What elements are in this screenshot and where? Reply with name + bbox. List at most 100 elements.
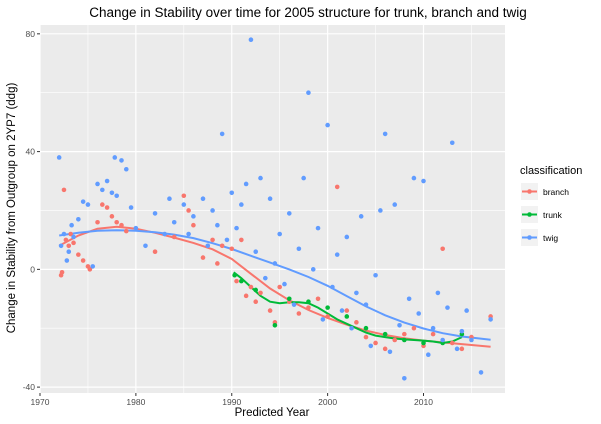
legend-point-branch [527, 189, 532, 194]
legend: classification branch trunk twig [520, 165, 582, 246]
point-branch [80, 258, 86, 263]
point-twig [171, 219, 177, 225]
x-tick-label: 2000 [318, 397, 337, 407]
x-tick-label: 1980 [126, 397, 145, 407]
point-twig [349, 325, 354, 331]
point-branch [267, 308, 273, 313]
point-twig [478, 370, 484, 375]
point-twig [258, 175, 263, 181]
chart-title: Change in Stability over time for 2005 s… [89, 5, 526, 20]
point-trunk [421, 340, 426, 346]
point-branch [100, 202, 105, 207]
point-branch [306, 305, 311, 310]
point-twig [296, 246, 302, 252]
point-twig [334, 252, 340, 257]
point-twig [488, 317, 493, 322]
point-twig [435, 290, 441, 296]
point-twig [272, 261, 278, 266]
point-twig [133, 225, 139, 231]
point-twig [459, 328, 465, 334]
point-twig [162, 231, 167, 237]
point-twig [229, 190, 235, 196]
point-branch [258, 290, 263, 296]
y-tick-label: 40 [26, 147, 36, 157]
point-twig [306, 90, 311, 96]
point-branch [119, 222, 124, 228]
point-branch [382, 346, 388, 352]
point-twig [90, 264, 96, 269]
point-twig [167, 196, 172, 201]
point-twig [95, 181, 100, 187]
point-branch [219, 243, 225, 249]
point-twig [200, 196, 206, 201]
point-branch [59, 269, 65, 275]
point-twig [205, 243, 211, 249]
point-twig [454, 346, 460, 352]
point-branch [181, 193, 187, 199]
trend-line-twig [59, 229, 491, 341]
point-branch [373, 340, 378, 346]
point-twig [282, 281, 287, 287]
legend-point-trunk [527, 212, 532, 217]
point-branch [296, 311, 302, 316]
point-twig [387, 349, 393, 355]
point-twig [425, 352, 431, 358]
point-branch [229, 246, 235, 252]
point-twig [61, 231, 67, 237]
y-tick-label: -40 [23, 382, 36, 392]
point-branch [63, 237, 69, 243]
point-branch [392, 337, 398, 343]
point-twig [301, 175, 306, 181]
point-twig [440, 337, 445, 343]
y-tick-label: 0 [30, 264, 35, 274]
point-trunk [272, 322, 278, 328]
trend-line-trunk [233, 271, 463, 345]
point-twig [248, 37, 254, 43]
legend-label-trunk: trunk [543, 210, 563, 220]
point-branch [71, 240, 76, 246]
point-branch [171, 234, 177, 240]
point-branch [215, 261, 220, 266]
point-twig [128, 205, 134, 210]
point-twig [112, 155, 118, 160]
point-twig [469, 337, 474, 343]
point-twig [378, 208, 383, 213]
point-twig [368, 343, 374, 349]
point-trunk [306, 299, 311, 305]
point-twig [416, 311, 422, 316]
point-branch [104, 205, 110, 210]
point-twig [421, 178, 426, 184]
point-branch [354, 320, 359, 325]
point-twig [210, 208, 215, 213]
point-twig [64, 258, 70, 263]
x-tick-label: 1990 [222, 397, 241, 407]
x-axis-title: Predicted Year [235, 407, 310, 419]
point-twig [325, 122, 330, 128]
point-branch [344, 308, 350, 313]
point-twig [430, 325, 436, 331]
point-branch [76, 252, 81, 257]
point-branch [411, 325, 417, 331]
point-trunk [325, 305, 330, 310]
point-trunk [239, 278, 244, 284]
point-twig [363, 302, 369, 307]
grid-lines [39, 25, 505, 393]
point-twig [392, 202, 398, 207]
point-twig [397, 322, 402, 328]
point-branch [61, 187, 67, 193]
legend-title: classification [520, 165, 582, 177]
point-twig [253, 249, 259, 254]
point-twig [224, 237, 230, 243]
plot-panel [40, 25, 505, 393]
point-twig [58, 243, 64, 249]
point-branch [325, 314, 330, 319]
point-branch [95, 219, 100, 225]
x-tick-label: 2010 [414, 397, 433, 407]
point-twig [382, 131, 388, 137]
point-branch [363, 334, 369, 340]
point-twig [277, 231, 282, 237]
point-branch [277, 284, 282, 290]
point-twig [263, 275, 268, 281]
point-twig [109, 190, 115, 196]
point-twig [123, 166, 129, 172]
